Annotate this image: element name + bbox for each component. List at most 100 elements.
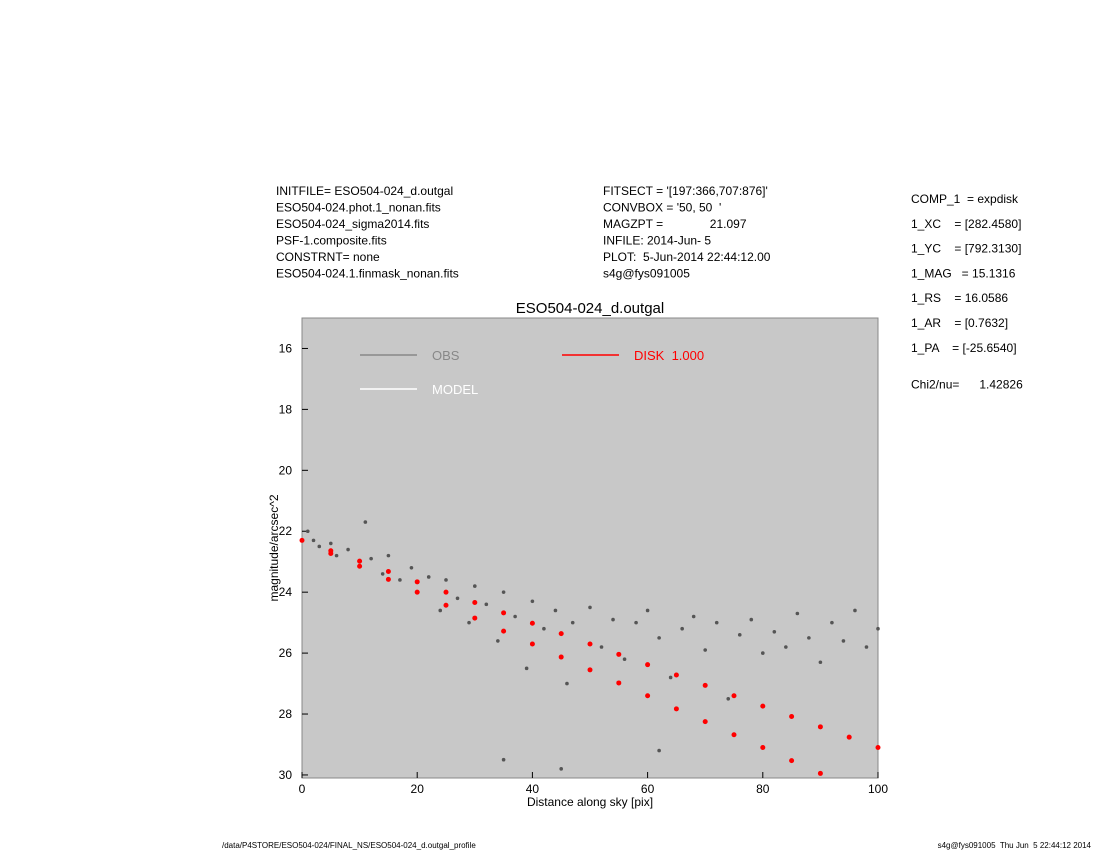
data-point bbox=[443, 602, 449, 608]
data-point bbox=[455, 596, 460, 601]
data-point bbox=[622, 657, 627, 661]
data-point bbox=[599, 645, 604, 649]
x-tick-label: 40 bbox=[526, 782, 540, 796]
data-point bbox=[570, 620, 575, 625]
x-tick-label: 60 bbox=[641, 782, 655, 796]
data-point bbox=[553, 608, 558, 613]
data-point bbox=[542, 626, 546, 631]
x-tick-label: 20 bbox=[411, 782, 425, 796]
data-point bbox=[657, 748, 661, 753]
header-line: 1_XC = [282.4580] bbox=[911, 217, 1021, 231]
data-point bbox=[409, 566, 414, 570]
plot-area bbox=[301, 317, 879, 779]
y-tick-label: 18 bbox=[279, 402, 293, 416]
header-line: CONVBOX = '50, 50 ' bbox=[603, 201, 721, 215]
data-point bbox=[645, 662, 651, 668]
x-axis-label: Distance along sky [pix] bbox=[527, 795, 653, 809]
legend-label: DISK 1.000 bbox=[634, 348, 704, 363]
data-point bbox=[772, 629, 777, 634]
data-point bbox=[357, 558, 363, 564]
footer-path: /data/P4STORE/ESO504-024/FINAL_NS/ESO504… bbox=[222, 841, 476, 850]
data-point bbox=[645, 693, 651, 699]
header-line: INITFILE= ESO504-024_d.outgal bbox=[276, 184, 453, 198]
y-tick-label: 30 bbox=[279, 768, 293, 782]
data-point bbox=[875, 745, 881, 751]
data-point bbox=[414, 589, 420, 595]
data-point bbox=[530, 599, 535, 604]
data-point bbox=[501, 628, 507, 634]
data-point bbox=[305, 529, 310, 534]
legend-label: MODEL bbox=[432, 382, 478, 397]
y-tick-label: 20 bbox=[279, 463, 293, 477]
data-point bbox=[749, 617, 754, 622]
data-point bbox=[587, 667, 593, 673]
header-line: ESO504-024.phot.1_nonan.fits bbox=[276, 201, 441, 215]
data-point bbox=[524, 666, 529, 671]
data-point bbox=[680, 626, 684, 631]
data-point bbox=[513, 614, 517, 619]
data-point bbox=[385, 568, 391, 574]
data-point bbox=[587, 641, 593, 647]
data-point bbox=[673, 706, 679, 712]
data-point bbox=[565, 681, 569, 686]
y-tick-label: 24 bbox=[279, 585, 293, 599]
data-point bbox=[558, 631, 564, 637]
data-point bbox=[760, 703, 766, 709]
header-line: CONSTRNT= none bbox=[276, 250, 380, 264]
data-point bbox=[363, 520, 368, 524]
header-line: ESO504-024.1.finmask_nonan.fits bbox=[276, 267, 459, 281]
data-point bbox=[645, 608, 650, 613]
data-point bbox=[714, 620, 719, 625]
data-point bbox=[369, 556, 373, 561]
data-point bbox=[726, 696, 731, 701]
x-tick-label: 80 bbox=[756, 782, 770, 796]
header-line: s4g@fys091005 bbox=[603, 267, 690, 281]
data-point bbox=[761, 651, 765, 655]
data-point bbox=[398, 578, 402, 582]
data-point bbox=[795, 611, 800, 616]
data-point bbox=[737, 633, 742, 637]
data-point bbox=[864, 645, 869, 649]
data-point bbox=[380, 572, 385, 576]
data-point bbox=[760, 745, 766, 751]
data-point bbox=[657, 636, 661, 640]
data-point bbox=[496, 639, 500, 643]
header-line: MAGZPT = 21.097 bbox=[603, 217, 747, 231]
header-line: PLOT: 5-Jun-2014 22:44:12.00 bbox=[603, 250, 771, 264]
y-tick-label: 26 bbox=[279, 646, 293, 660]
data-point bbox=[731, 693, 737, 699]
header-line: Chi2/nu= 1.42826 bbox=[911, 378, 1023, 392]
data-point bbox=[472, 600, 478, 606]
header-line: PSF-1.composite.fits bbox=[276, 234, 387, 248]
data-point bbox=[529, 620, 535, 626]
data-point bbox=[817, 724, 823, 730]
data-point bbox=[467, 620, 471, 625]
data-point bbox=[846, 734, 852, 740]
footer-stamp: s4g@fys091005 Thu Jun 5 22:44:12 2014 bbox=[938, 841, 1092, 850]
data-point bbox=[789, 713, 795, 719]
x-tick-label: 100 bbox=[868, 782, 888, 796]
data-point bbox=[830, 620, 834, 625]
data-point bbox=[616, 651, 622, 657]
header-line: 1_PA = [-25.6540] bbox=[911, 341, 1017, 355]
data-point bbox=[558, 654, 564, 660]
data-point bbox=[841, 639, 846, 643]
data-point bbox=[473, 584, 477, 588]
data-point bbox=[329, 541, 333, 546]
header-line: 1_YC = [792.3130] bbox=[911, 242, 1021, 256]
data-point bbox=[876, 626, 880, 631]
y-tick-label: 22 bbox=[279, 524, 293, 538]
header-line: FITSECT = '[197:366,707:876]' bbox=[603, 184, 768, 198]
header-line: COMP_1 = expdisk bbox=[911, 192, 1019, 206]
header-line: 1_MAG = 15.1316 bbox=[911, 266, 1016, 280]
data-point bbox=[529, 641, 535, 647]
data-point bbox=[588, 605, 592, 610]
data-point bbox=[673, 672, 679, 678]
data-point bbox=[853, 608, 857, 613]
legend-label: OBS bbox=[432, 348, 460, 363]
data-point bbox=[443, 589, 449, 595]
data-point bbox=[426, 575, 431, 579]
data-point bbox=[484, 602, 489, 607]
chart-title: ESO504-024_d.outgal bbox=[516, 300, 664, 317]
